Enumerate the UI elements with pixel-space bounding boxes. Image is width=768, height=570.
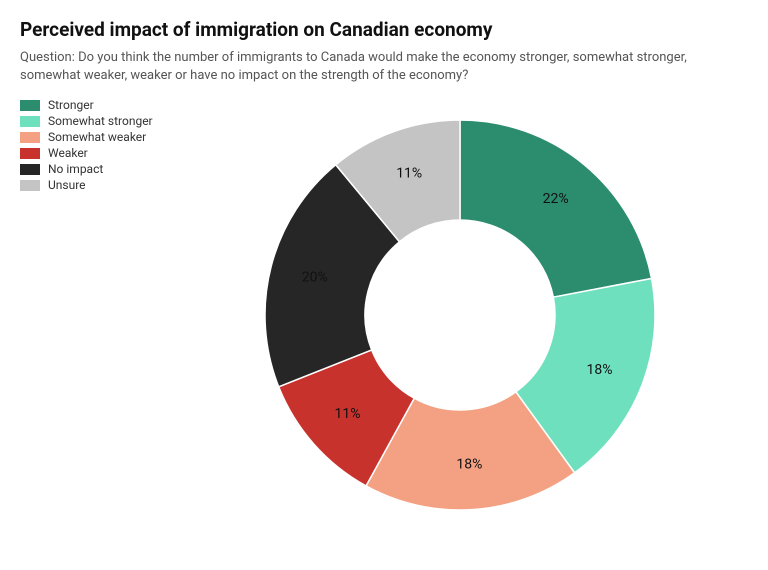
legend-label: Somewhat weaker xyxy=(48,130,146,144)
legend-label: Stronger xyxy=(48,98,94,112)
chart-title: Perceived impact of immigration on Canad… xyxy=(20,18,748,41)
legend-swatch xyxy=(20,180,40,191)
slice-label: 18% xyxy=(586,362,612,378)
legend-item: No impact xyxy=(20,162,153,176)
legend-label: Somewhat stronger xyxy=(48,114,153,128)
legend-label: Weaker xyxy=(48,146,88,160)
legend-item: Somewhat stronger xyxy=(20,114,153,128)
legend-swatch xyxy=(20,164,40,175)
legend-label: Unsure xyxy=(48,178,86,192)
slice-label: 11% xyxy=(334,406,360,422)
donut-chart: 22% 18% 18% 11% 20% 11% xyxy=(230,90,700,549)
legend-swatch xyxy=(20,116,40,127)
legend: Stronger Somewhat stronger Somewhat weaker… xyxy=(20,98,153,194)
legend-swatch xyxy=(20,148,40,159)
legend-label: No impact xyxy=(48,162,103,176)
legend-item: Weaker xyxy=(20,146,153,160)
legend-item: Stronger xyxy=(20,98,153,112)
donut-slice xyxy=(460,120,652,297)
slice-label: 20% xyxy=(302,269,328,285)
slice-label: 22% xyxy=(543,191,569,207)
legend-swatch xyxy=(20,100,40,111)
legend-item: Somewhat weaker xyxy=(20,130,153,144)
slice-label: 18% xyxy=(456,457,482,473)
legend-swatch xyxy=(20,132,40,143)
legend-item: Unsure xyxy=(20,178,153,192)
chart-subtitle: Question: Do you think the number of imm… xyxy=(20,49,748,84)
chart-area: Stronger Somewhat stronger Somewhat weaker… xyxy=(20,90,748,550)
slice-label: 11% xyxy=(396,166,422,182)
